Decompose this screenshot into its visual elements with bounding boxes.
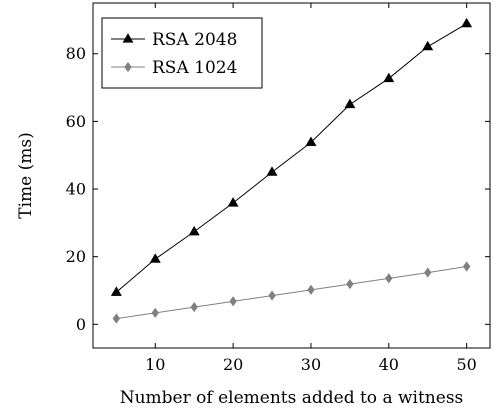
y-tick-label: 60 [66, 112, 86, 131]
data-point-rsa-2048 [110, 286, 122, 296]
data-point-rsa-2048 [344, 98, 356, 109]
data-point-rsa-2048 [461, 17, 473, 28]
data-point-rsa-1024 [268, 290, 276, 301]
x-axis-title: Number of elements added to a witness [120, 388, 464, 408]
data-point-rsa-2048 [266, 166, 278, 176]
legend-label-rsa-1024: RSA 1024 [152, 58, 237, 78]
y-tick-label: 40 [66, 180, 86, 199]
data-point-rsa-2048 [422, 40, 434, 51]
data-point-rsa-1024 [462, 261, 471, 272]
legend-box [101, 17, 263, 89]
data-point-rsa-2048 [383, 72, 395, 83]
data-point-rsa-1024 [190, 301, 198, 313]
data-point-rsa-1024 [385, 273, 393, 284]
data-point-rsa-1024 [346, 278, 354, 290]
legend-label-rsa-2048: RSA 2048 [152, 30, 237, 50]
series-line-rsa-1024 [116, 265, 467, 320]
data-point-rsa-2048 [227, 197, 239, 207]
data-point-rsa-1024 [229, 296, 237, 307]
data-point-rsa-1024 [307, 284, 315, 295]
series-rsa-2048 [110, 17, 473, 296]
y-axis-title: Time (ms) [16, 132, 36, 218]
data-point-rsa-2048 [188, 225, 200, 236]
series-line-rsa-2048 [116, 23, 467, 293]
data-point-rsa-1024 [112, 313, 121, 324]
y-tick-label: 0 [76, 315, 86, 334]
x-tick-label: 20 [223, 355, 243, 374]
data-point-rsa-2048 [305, 136, 317, 147]
legend-swatch-marker-rsa-1024 [124, 61, 132, 73]
x-tick-label: 40 [379, 355, 399, 374]
y-tick-label: 20 [66, 247, 86, 266]
x-tick-label: 10 [145, 355, 165, 374]
x-tick-label: 50 [456, 355, 476, 374]
legend-swatch-marker-rsa-2048 [122, 33, 134, 43]
data-point-rsa-1024 [424, 267, 432, 278]
data-point-rsa-2048 [149, 253, 161, 263]
data-point-rsa-1024 [151, 307, 159, 318]
x-tick-label: 30 [301, 355, 321, 374]
plot-area-frame [92, 2, 491, 349]
series-rsa-1024 [112, 261, 471, 324]
y-tick-label: 80 [66, 44, 86, 63]
